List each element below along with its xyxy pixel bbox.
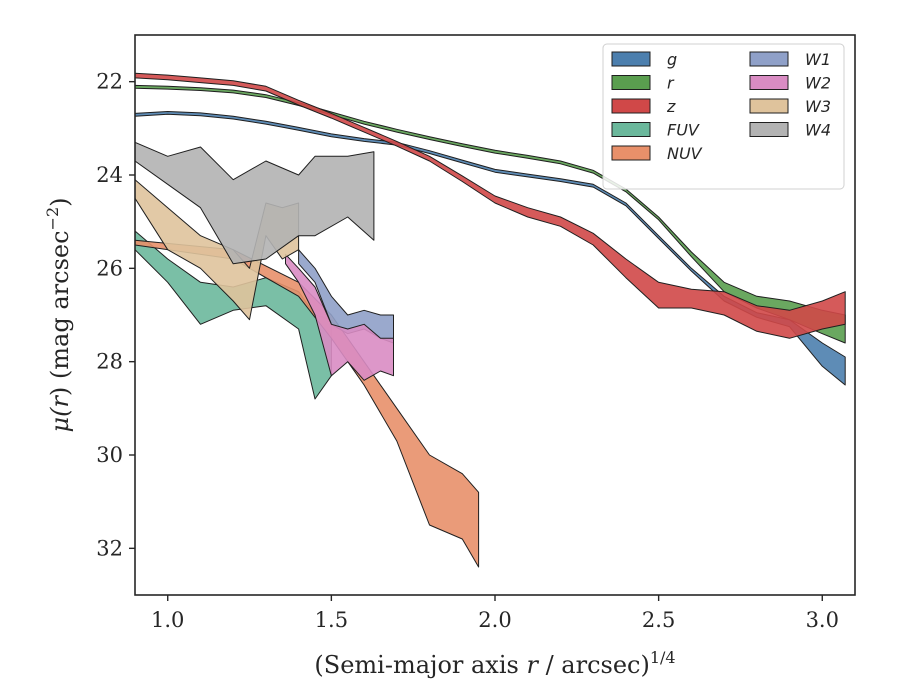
band-w2: [285, 253, 394, 381]
y-tick-label: 24: [96, 163, 123, 187]
legend-swatch-w3: [749, 98, 789, 114]
legend-label-w3: W3: [805, 97, 831, 116]
y-tick-label: 32: [96, 536, 123, 560]
y-tick-label: 26: [96, 256, 123, 280]
y-tick-label: 30: [96, 443, 123, 467]
legend-label-r: r: [667, 74, 675, 93]
legend: grz FUV NUV W1 W2 W3 W4: [602, 43, 845, 190]
x-tick-label: 2.0: [478, 608, 511, 632]
legend-swatch-r: [611, 75, 651, 90]
legend-swatch-nuv: [611, 145, 651, 161]
x-axis: 1.0 1.5 2.0 2.5 3.0: [151, 595, 839, 632]
band-layer: [135, 72, 846, 568]
legend-label-w4: W4: [805, 121, 831, 140]
legend-swatch-w4: [749, 122, 789, 137]
legend-label-g: g: [667, 50, 677, 69]
x-axis-label: (Semi-major axis r / arcsec)1/4: [314, 648, 675, 679]
y-tick-label: 28: [96, 350, 123, 374]
y-axis-label: μ(r) (mag arcsec−2): [43, 197, 74, 432]
legend-swatch-w2: [749, 75, 789, 90]
x-tick-label: 2.5: [642, 608, 675, 632]
legend-swatch-fuv: [611, 122, 651, 137]
legend-label-w2: W2: [805, 74, 831, 93]
legend-swatch-w1: [749, 51, 789, 67]
x-tick-label: 1.5: [315, 608, 348, 632]
legend-swatch-g: [611, 51, 651, 67]
legend-label-w1: W1: [805, 50, 831, 69]
x-tick-label: 1.0: [151, 608, 184, 632]
x-tick-label: 3.0: [806, 608, 839, 632]
y-tick-label: 22: [96, 70, 123, 94]
band-z: [135, 72, 846, 339]
legend-label-z: z: [666, 97, 676, 116]
legend-label-nuv: NUV: [667, 144, 703, 163]
band-r: [135, 84, 846, 344]
legend-swatch-z: [611, 98, 651, 114]
legend-label-fuv: FUV: [667, 121, 700, 140]
y-axis: 22 24 26 28 30 32: [96, 70, 135, 560]
band-w4: [135, 141, 375, 265]
